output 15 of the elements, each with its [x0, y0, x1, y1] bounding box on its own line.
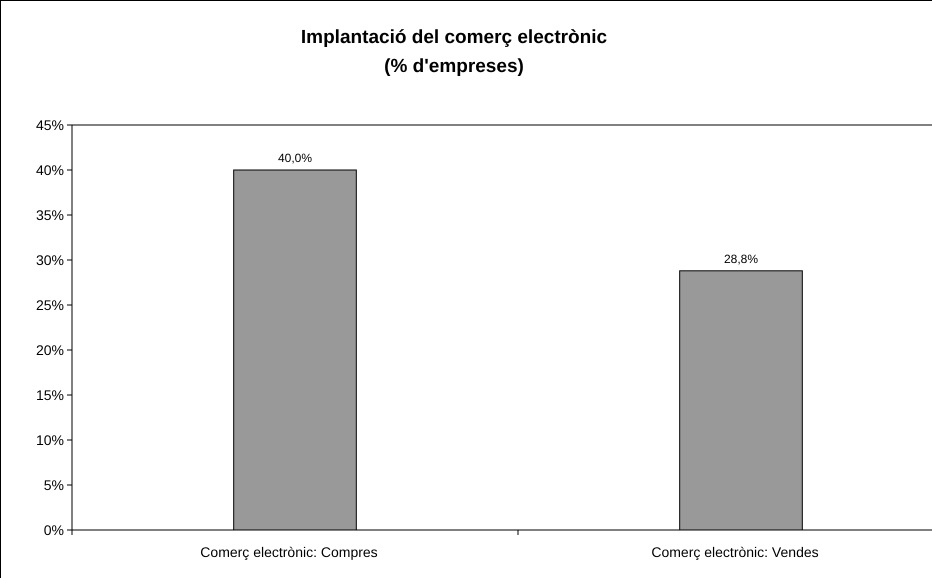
y-tick-label: 0%: [44, 522, 64, 538]
data-label: 28,8%: [724, 252, 758, 266]
x-tick-label: Comerç electrònic: Compres: [200, 544, 378, 560]
y-tick-label: 5%: [44, 476, 64, 493]
y-tick-label: 10%: [36, 432, 64, 448]
y-tick-label: 45%: [36, 116, 64, 133]
x-tick-label: Comerç electrònic: Vendes: [651, 544, 819, 560]
chart-title: Implantació del comerç electrònic (% d'empreses): [300, 27, 608, 77]
y-tick-label: 35%: [36, 206, 64, 223]
y-tick-label: 40%: [36, 162, 64, 178]
y-tick-label: 30%: [36, 252, 64, 268]
y-tick-label: 25%: [36, 296, 64, 313]
y-tick-label: 20%: [36, 342, 64, 358]
y-tick-label: 15%: [36, 386, 64, 403]
data-label: 40,0%: [278, 151, 312, 165]
